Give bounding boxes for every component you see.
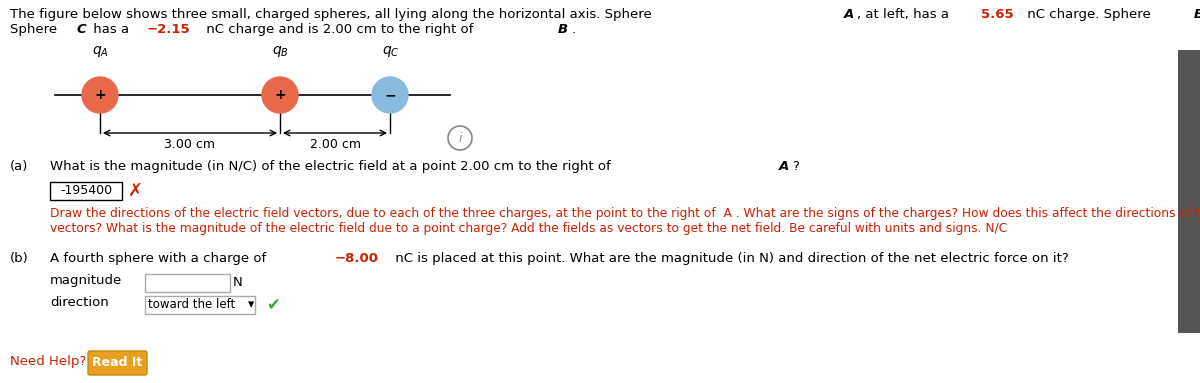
Text: Need Help?: Need Help? xyxy=(10,355,86,368)
Text: i: i xyxy=(458,131,462,144)
Text: $q_{B}$: $q_{B}$ xyxy=(272,44,289,59)
Text: B: B xyxy=(1193,8,1200,21)
FancyBboxPatch shape xyxy=(145,296,256,314)
Text: nC is placed at this point. What are the magnitude (in N) and direction of the n: nC is placed at this point. What are the… xyxy=(391,252,1069,265)
Text: ✗: ✗ xyxy=(128,182,143,200)
Text: $q_{C}$: $q_{C}$ xyxy=(382,44,400,59)
FancyBboxPatch shape xyxy=(50,182,122,200)
Text: .: . xyxy=(571,23,575,36)
Text: (a): (a) xyxy=(10,160,29,173)
Text: direction: direction xyxy=(50,296,109,309)
Text: nC charge and is 2.00 cm to the right of: nC charge and is 2.00 cm to the right of xyxy=(203,23,478,36)
Text: +: + xyxy=(274,88,286,102)
Text: has a: has a xyxy=(89,23,133,36)
Text: −8.00: −8.00 xyxy=(335,252,378,265)
Text: $q_{A}$: $q_{A}$ xyxy=(92,44,109,59)
Text: (b): (b) xyxy=(10,252,29,265)
Text: vectors? What is the magnitude of the electric field due to a point charge? Add : vectors? What is the magnitude of the el… xyxy=(50,222,1007,235)
Text: -195400: -195400 xyxy=(60,185,112,198)
Text: 2.00 cm: 2.00 cm xyxy=(310,138,360,151)
Text: ?: ? xyxy=(792,160,799,173)
Circle shape xyxy=(82,77,118,113)
Text: 5.65: 5.65 xyxy=(980,8,1014,21)
Text: Sphere: Sphere xyxy=(10,23,61,36)
FancyBboxPatch shape xyxy=(145,274,230,292)
Text: nC charge. Sphere: nC charge. Sphere xyxy=(1024,8,1156,21)
Text: B: B xyxy=(558,23,568,36)
Text: toward the left: toward the left xyxy=(148,298,235,311)
Text: 3.00 cm: 3.00 cm xyxy=(164,138,216,151)
Text: Read It: Read It xyxy=(92,357,142,370)
Text: The figure below shows three small, charged spheres, all lying along the horizon: The figure below shows three small, char… xyxy=(10,8,656,21)
Circle shape xyxy=(372,77,408,113)
Text: Draw the directions of the electric field vectors, due to each of the three char: Draw the directions of the electric fiel… xyxy=(50,207,1200,220)
Text: , at left, has a: , at left, has a xyxy=(857,8,953,21)
Text: −2.15: −2.15 xyxy=(146,23,190,36)
Text: What is the magnitude (in N/C) of the electric field at a point 2.00 cm to the r: What is the magnitude (in N/C) of the el… xyxy=(50,160,616,173)
Text: A: A xyxy=(779,160,790,173)
Circle shape xyxy=(448,126,472,150)
Text: ✔: ✔ xyxy=(266,296,280,314)
Text: A: A xyxy=(844,8,853,21)
Text: −: − xyxy=(384,88,396,102)
Circle shape xyxy=(262,77,298,113)
Text: C: C xyxy=(77,23,86,36)
Text: ▾: ▾ xyxy=(248,298,254,311)
Text: +: + xyxy=(94,88,106,102)
FancyBboxPatch shape xyxy=(88,351,148,375)
Text: magnitude: magnitude xyxy=(50,274,122,287)
FancyBboxPatch shape xyxy=(1178,50,1200,333)
Text: N: N xyxy=(233,277,242,290)
Text: A fourth sphere with a charge of: A fourth sphere with a charge of xyxy=(50,252,270,265)
